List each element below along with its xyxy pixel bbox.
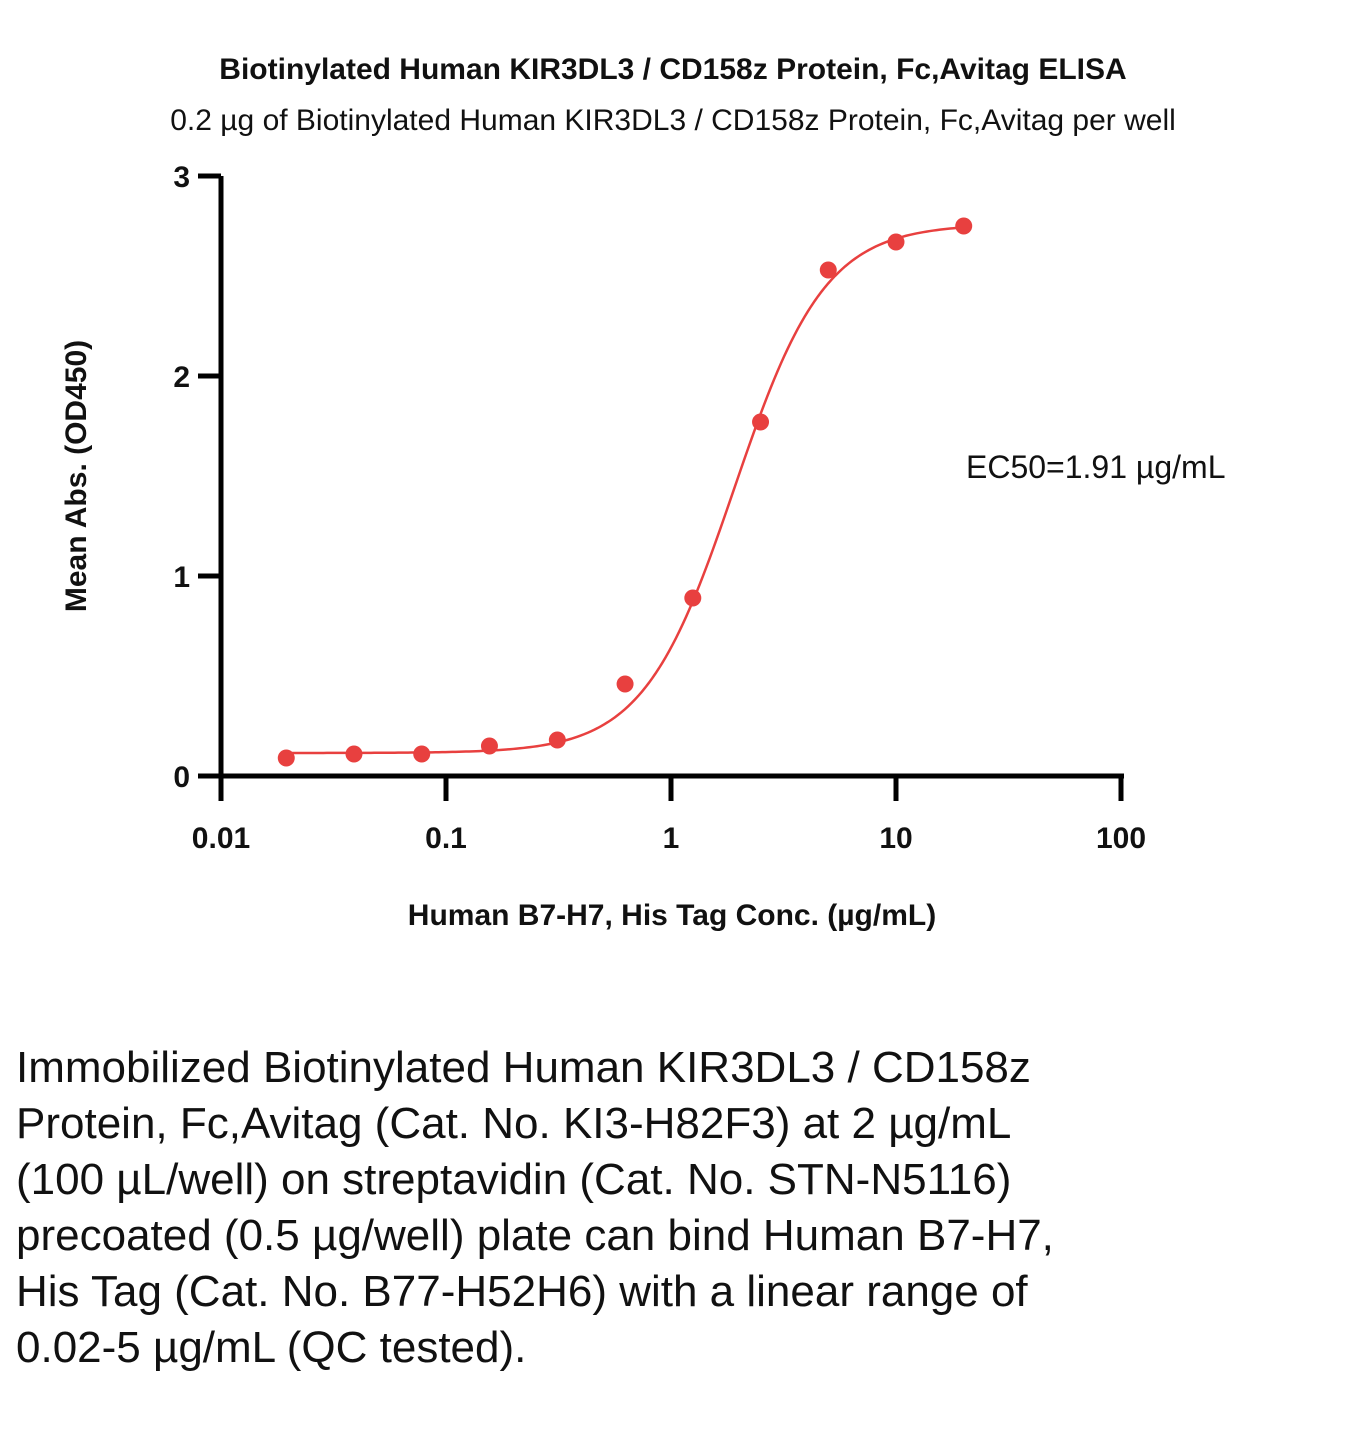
x-axis-label: Human B7-H7, His Tag Conc. (µg/mL)	[408, 899, 936, 932]
data-point	[413, 745, 431, 763]
y-tick-label: 3	[173, 161, 190, 194]
elisa-chart: Biotinylated Human KIR3DL3 / CD158z Prot…	[60, 53, 1225, 932]
data-point	[955, 217, 973, 235]
y-tick-label: 1	[173, 561, 190, 594]
data-point	[887, 233, 905, 251]
data-point	[277, 749, 295, 767]
x-tick-label: 1	[663, 822, 680, 855]
data-point	[752, 413, 770, 431]
ec50-annotation: EC50=1.91 µg/mL	[966, 449, 1225, 485]
data-point	[684, 589, 702, 607]
data-point	[548, 731, 566, 749]
data-point	[616, 675, 634, 693]
fit-curve	[286, 226, 964, 755]
y-axis-label: Mean Abs. (OD450)	[60, 340, 93, 612]
y-tick-label: 0	[173, 761, 190, 794]
x-tick-label: 100	[1096, 822, 1146, 855]
y-tick-label: 2	[173, 361, 190, 394]
data-point	[480, 737, 498, 755]
chart-title: Biotinylated Human KIR3DL3 / CD158z Prot…	[219, 53, 1126, 86]
x-axis-ticks: 0.01 0.1 1 10 100	[192, 776, 1146, 855]
data-point	[819, 261, 837, 279]
y-axis-ticks: 0 1 2 3	[173, 161, 221, 794]
x-tick-label: 10	[879, 822, 912, 855]
figure-caption: Immobilized Biotinylated Human KIR3DL3 /…	[16, 1043, 1054, 1372]
data-point	[345, 745, 363, 763]
x-tick-label: 0.1	[425, 822, 467, 855]
x-tick-label: 0.01	[192, 822, 250, 855]
chart-subtitle: 0.2 µg of Biotinylated Human KIR3DL3 / C…	[170, 104, 1176, 137]
data-points	[277, 217, 973, 767]
